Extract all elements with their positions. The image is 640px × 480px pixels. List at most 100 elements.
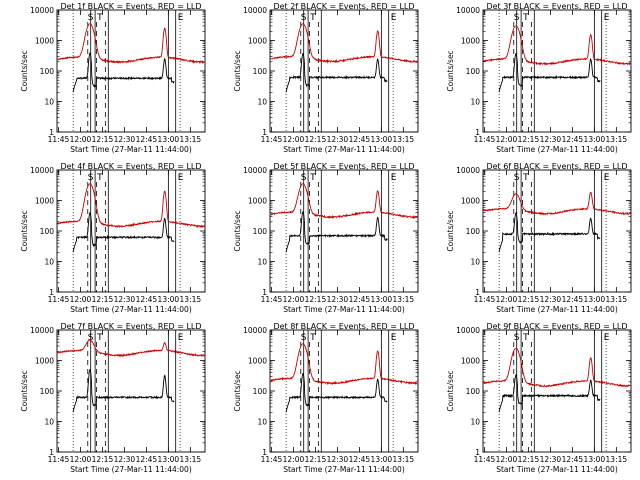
- y-tick-label: 1000: [461, 37, 480, 46]
- marker-t: T: [96, 173, 103, 183]
- x-tick-label: 11:45: [48, 455, 70, 464]
- x-tick-label: 12:30: [540, 295, 562, 304]
- marker-t: T: [522, 333, 529, 343]
- x-tick-label: 11:45: [261, 295, 283, 304]
- x-tick-label: 11:45: [474, 455, 496, 464]
- panel-title: Det 5f BLACK = Events, RED = LLD: [273, 162, 414, 171]
- y-tick-label: 10000: [30, 6, 54, 15]
- x-tick-label: 13:15: [606, 295, 628, 304]
- y-tick-label: 1: [475, 128, 480, 137]
- y-tick-label: 1: [49, 448, 54, 457]
- y-tick-label: 1: [49, 128, 54, 137]
- x-tick-label: 12:15: [92, 455, 114, 464]
- x-tick-label: 12:15: [305, 295, 327, 304]
- panel-det-5: Det 5f BLACK = Events, RED = LLD 1 10 100 10…: [233, 162, 419, 314]
- x-tick-label: 13:00: [584, 135, 606, 144]
- series-lld: [270, 183, 418, 220]
- marker-e: E: [178, 333, 184, 343]
- x-tick-label: 12:45: [349, 135, 371, 144]
- marker-s: S: [88, 333, 94, 343]
- x-tick-label: 13:15: [393, 455, 415, 464]
- x-tick-label: 11:45: [48, 135, 70, 144]
- series-events: [72, 368, 175, 413]
- panel-det-8: Det 8f BLACK = Events, RED = LLD 1 10 100 10…: [233, 322, 419, 474]
- marker-e: E: [391, 173, 397, 183]
- x-tick-label: 12:45: [349, 455, 371, 464]
- panel-det-3: Det 3f BLACK = Events, RED = LLD 1 10 100 10…: [446, 2, 632, 154]
- plot-frame: [56, 169, 206, 293]
- y-tick-label: 1000: [461, 197, 480, 206]
- panel-det-6: Det 6f BLACK = Events, RED = LLD 1 10 100 10…: [446, 162, 632, 314]
- plot-frame: [56, 9, 206, 133]
- marker-s: S: [514, 13, 520, 23]
- y-axis-label: Counts/sec: [446, 370, 455, 411]
- y-tick-label: 10: [470, 418, 480, 427]
- series-events: [498, 52, 601, 93]
- y-axis-label: Counts/sec: [20, 50, 29, 91]
- y-tick-label: 10: [257, 98, 267, 107]
- x-tick-label: 12:15: [92, 135, 114, 144]
- x-tick-label: 12:45: [562, 455, 584, 464]
- y-tick-label: 10: [257, 258, 267, 267]
- marker-s: S: [301, 173, 307, 183]
- panel-title: Det 2f BLACK = Events, RED = LLD: [273, 2, 414, 11]
- y-tick-label: 10: [44, 258, 54, 267]
- plot-frame: [482, 329, 632, 453]
- x-tick-label: 12:30: [540, 135, 562, 144]
- series-lld: [483, 347, 631, 388]
- x-tick-label: 13:00: [158, 455, 180, 464]
- panel-det-9: Det 9f BLACK = Events, RED = LLD 1 10 100 10…: [446, 322, 632, 474]
- marker-s: S: [514, 333, 520, 343]
- x-tick-label: 12:45: [136, 455, 158, 464]
- x-tick-label: 12:45: [136, 135, 158, 144]
- x-tick-label: 12:00: [283, 295, 305, 304]
- marker-e: E: [391, 13, 397, 23]
- x-tick-label: 12:00: [496, 295, 518, 304]
- marker-t: T: [309, 333, 316, 343]
- y-tick-label: 10000: [30, 326, 54, 335]
- y-tick-label: 100: [40, 387, 55, 396]
- x-tick-label: 13:15: [180, 455, 202, 464]
- x-tick-label: 12:15: [518, 455, 540, 464]
- marker-e: E: [178, 173, 184, 183]
- y-tick-label: 1000: [35, 197, 54, 206]
- x-tick-label: 13:00: [371, 295, 393, 304]
- x-tick-label: 13:00: [371, 455, 393, 464]
- marker-t: T: [96, 333, 103, 343]
- marker-s: S: [88, 13, 94, 23]
- y-tick-label: 1000: [35, 37, 54, 46]
- series-events: [72, 52, 175, 93]
- y-tick-label: 10000: [243, 166, 267, 175]
- y-tick-label: 100: [466, 227, 481, 236]
- y-axis-label: Counts/sec: [446, 210, 455, 251]
- x-tick-label: 13:15: [606, 455, 628, 464]
- x-axis-label: Start Time (27-Mar-11 11:44:00): [283, 145, 405, 154]
- series-events: [285, 52, 388, 93]
- y-tick-label: 100: [466, 67, 481, 76]
- marker-s: S: [301, 333, 307, 343]
- x-tick-label: 12:00: [283, 135, 305, 144]
- x-tick-label: 12:30: [327, 135, 349, 144]
- marker-s: S: [514, 173, 520, 183]
- plot-frame: [269, 9, 419, 133]
- x-axis-label: Start Time (27-Mar-11 11:44:00): [70, 465, 192, 474]
- y-tick-label: 1: [475, 288, 480, 297]
- marker-e: E: [604, 333, 610, 343]
- marker-s: S: [88, 173, 94, 183]
- panel-title: Det 8f BLACK = Events, RED = LLD: [273, 322, 414, 331]
- x-tick-label: 12:45: [136, 295, 158, 304]
- panel-det-7: Det 7f BLACK = Events, RED = LLD 1 10 100 10…: [20, 322, 206, 474]
- marker-s: S: [301, 13, 307, 23]
- y-axis-label: Counts/sec: [20, 370, 29, 411]
- marker-e: E: [604, 173, 610, 183]
- y-tick-label: 10: [257, 418, 267, 427]
- series-events: [285, 372, 388, 413]
- y-tick-label: 100: [466, 387, 481, 396]
- x-tick-label: 13:00: [158, 295, 180, 304]
- x-tick-label: 12:00: [70, 295, 92, 304]
- plot-frame: [482, 9, 632, 133]
- x-tick-label: 12:00: [70, 455, 92, 464]
- x-tick-label: 12:15: [518, 135, 540, 144]
- y-tick-label: 100: [253, 227, 268, 236]
- x-tick-label: 12:30: [327, 455, 349, 464]
